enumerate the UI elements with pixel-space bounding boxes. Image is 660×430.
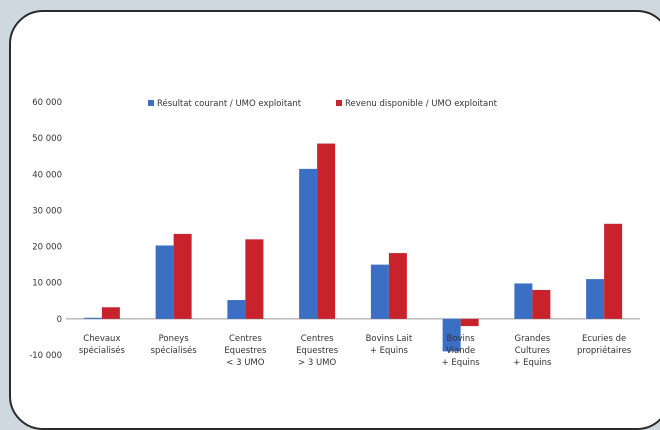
y-axis-ticks: 60 000 50 000 40 000 30 000 20 000 10 000 0 -10… xyxy=(29,98,62,361)
bars xyxy=(83,143,623,352)
category-labels: Chevaux spécialisés Poneys spécialisés Centr… xyxy=(79,334,632,368)
bar-revenu-disponible xyxy=(101,307,120,319)
bar-revenu-disponible xyxy=(460,318,479,327)
y-tick-label: 50 000 xyxy=(32,134,62,144)
category-label: Bovins Viande + Equins xyxy=(442,334,481,368)
y-tick-label: -10 000 xyxy=(29,351,62,361)
bar-resultat-courant xyxy=(442,318,461,352)
y-tick-label: 40 000 xyxy=(32,170,62,180)
legend-label: Revenu disponible / UMO exploitant xyxy=(345,99,498,109)
bar-revenu-disponible xyxy=(532,289,551,319)
bar-revenu-disponible xyxy=(173,233,192,319)
y-tick-label: 10 000 xyxy=(32,279,62,289)
bar-resultat-courant xyxy=(514,283,533,319)
legend-label: Résultat courant / UMO exploitant xyxy=(157,98,302,109)
bar-resultat-courant xyxy=(586,279,605,319)
bar-revenu-disponible xyxy=(388,253,407,319)
bar-resultat-courant xyxy=(83,317,102,319)
legend-swatch xyxy=(148,100,154,106)
y-tick-label: 30 000 xyxy=(32,206,62,216)
bar-resultat-courant xyxy=(227,300,246,319)
category-label: Bovins Lait + Equins xyxy=(366,334,413,356)
bar-resultat-courant xyxy=(155,245,174,319)
bar-revenu-disponible xyxy=(245,239,264,319)
bar-revenu-disponible xyxy=(604,223,623,319)
y-tick-label: 0 xyxy=(57,315,62,325)
bar-chart: 60 000 50 000 40 000 30 000 20 000 10 000 0 -10… xyxy=(29,98,640,368)
category-label: Chevaux spécialisés xyxy=(79,334,126,356)
legend: Résultat courant / UMO exploitant Revenu … xyxy=(148,98,498,109)
y-tick-label: 20 000 xyxy=(32,243,62,253)
bar-revenu-disponible xyxy=(317,143,336,319)
category-label: Centres Equestres > 3 UMO xyxy=(296,334,339,368)
legend-swatch xyxy=(336,100,342,106)
category-label: Grandes Cultures + Equins xyxy=(513,334,552,368)
category-label: Ecuries de propriétaires xyxy=(577,334,632,356)
bar-resultat-courant xyxy=(299,168,318,319)
category-label: Poneys spécialisés xyxy=(151,334,198,356)
bar-resultat-courant xyxy=(370,264,389,319)
y-tick-label: 60 000 xyxy=(32,98,62,108)
category-label: Centres Equestres < 3 UMO xyxy=(224,334,267,368)
